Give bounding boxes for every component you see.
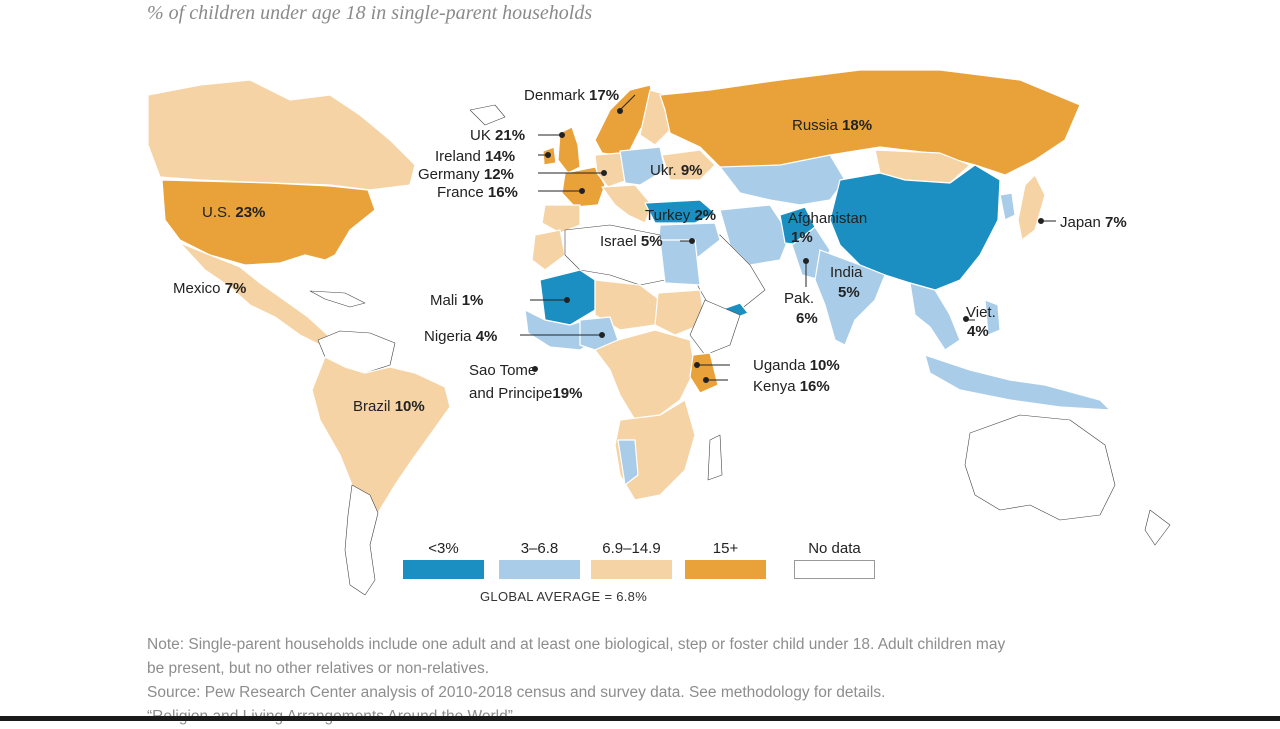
- source-line: Source: Pew Research Center analysis of …: [147, 684, 886, 701]
- notes-block: Note: Single-parent households include o…: [147, 633, 1207, 729]
- legend-item-15plus: 15+: [685, 538, 766, 579]
- legend-item-nodata: No data: [794, 538, 875, 579]
- legend-label-3-6-8: 3–6.8: [520, 540, 559, 557]
- region-italy-balkans: [601, 184, 653, 224]
- region-central-asia: [719, 154, 846, 206]
- legend-item-3-6-8: 3–6.8: [499, 538, 580, 579]
- legend-item-lt3: <3%: [403, 538, 484, 579]
- region-korea: [999, 192, 1016, 221]
- map-legend: <3% 3–6.8 6.9–14.9 15+ No data: [403, 538, 883, 588]
- region-uk: [557, 126, 581, 174]
- label-afghanistan-name: Afghanistan: [788, 210, 867, 227]
- note-line-2: be present, but no other relatives or no…: [147, 660, 490, 677]
- label-vietnam-value: 4%: [967, 323, 989, 340]
- region-egypt: [659, 239, 701, 286]
- label-ireland: Ireland 14%: [435, 148, 515, 165]
- label-mexico: Mexico 7%: [173, 280, 246, 297]
- label-uganda: Uganda 10%: [753, 357, 840, 374]
- legend-swatch-3-6-8: [499, 560, 580, 579]
- label-sao-tome-line1: Sao Tome: [469, 362, 536, 379]
- label-india-name: India: [830, 264, 863, 281]
- label-japan: Japan 7%: [1060, 214, 1127, 231]
- region-central-africa: [594, 329, 696, 421]
- legend-label-6-9-14-9: 6.9–14.9: [602, 540, 661, 557]
- label-us: U.S. 23%: [202, 204, 265, 221]
- legend-label-lt3: <3%: [428, 540, 459, 557]
- region-southern-cone: [344, 484, 379, 596]
- label-sao-tome-line2: and Principe19%: [469, 385, 582, 402]
- label-uk: UK 21%: [470, 127, 525, 144]
- region-japan: [1017, 174, 1046, 241]
- legend-item-6-9-14-9: 6.9–14.9: [591, 538, 672, 579]
- region-horn-africa: [689, 299, 741, 356]
- bottom-bar: [0, 716, 1280, 721]
- region-new-zealand: [1144, 509, 1171, 546]
- legend-label-nodata: No data: [808, 540, 861, 557]
- label-brazil: Brazil 10%: [353, 398, 425, 415]
- legend-swatch-6-9-14-9: [591, 560, 672, 579]
- legend-label-15plus: 15+: [712, 540, 739, 557]
- label-vietnam-name: Viet.: [966, 304, 996, 321]
- label-ukraine: Ukr. 9%: [650, 162, 703, 179]
- region-sudan: [654, 289, 706, 336]
- label-mali: Mali 1%: [430, 292, 483, 309]
- label-israel: Israel 5%: [600, 233, 663, 250]
- region-iberia: [541, 204, 581, 234]
- region-iceland: [469, 104, 506, 126]
- label-france: France 16%: [437, 184, 518, 201]
- region-madagascar: [707, 434, 723, 481]
- legend-swatch-lt3: [403, 560, 484, 579]
- note-line-1: Note: Single-parent households include o…: [147, 636, 1006, 653]
- region-turkey: [644, 199, 716, 224]
- label-nigeria: Nigeria 4%: [424, 328, 497, 345]
- region-philippines: [984, 299, 1001, 336]
- label-germany: Germany 12%: [418, 166, 514, 183]
- region-greenland: [394, 62, 561, 176]
- world-map: Denmark 17% UK 21% Ireland 14% Germany 1…: [147, 62, 1171, 596]
- region-southeast-asia: [909, 282, 961, 351]
- region-namibia: [617, 439, 639, 486]
- map-subtitle: % of children under age 18 in single-par…: [147, 2, 593, 24]
- label-afghanistan-value: 1%: [791, 229, 813, 246]
- label-russia: Russia 18%: [792, 117, 872, 134]
- region-ukraine: [661, 149, 716, 181]
- label-pakistan-value: 6%: [796, 310, 818, 327]
- region-australia: [964, 414, 1116, 521]
- label-india-value: 5%: [838, 284, 860, 301]
- region-france: [561, 166, 606, 208]
- region-china: [829, 164, 1001, 291]
- region-morocco: [531, 229, 566, 271]
- region-kenya-uganda: [689, 352, 719, 394]
- label-denmark: Denmark 17%: [524, 87, 619, 104]
- global-average: GLOBAL AVERAGE = 6.8%: [480, 589, 648, 604]
- legend-swatch-15plus: [685, 560, 766, 579]
- label-turkey: Turkey 2%: [645, 207, 716, 224]
- label-kenya: Kenya 16%: [753, 378, 830, 395]
- region-india: [814, 249, 886, 346]
- legend-swatch-nodata: [794, 560, 875, 579]
- label-pakistan-name: Pak.: [784, 290, 814, 307]
- region-caribbean: [309, 290, 366, 308]
- region-usa: [161, 179, 376, 266]
- region-germany: [594, 152, 629, 188]
- region-canada: [147, 79, 416, 191]
- region-central-europe: [619, 146, 666, 186]
- region-indonesia: [924, 354, 1111, 411]
- region-south-america: [311, 356, 451, 556]
